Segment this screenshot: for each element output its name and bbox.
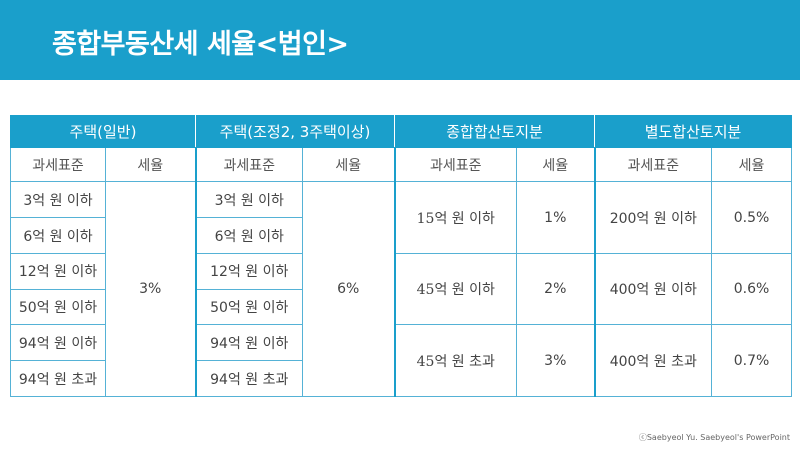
col-rate-header: 세율 (105, 147, 196, 183)
table-row: 6억 원 이하 6억 원 이하 (10, 217, 792, 254)
separate-land-rate: 0.6% (711, 252, 793, 326)
separate-land-rate: 0.5% (711, 181, 793, 254)
housing-adjusted-bracket: 12억 원 이하 (194, 252, 303, 290)
comprehensive-land-bracket: 15억 원 이하 (393, 181, 518, 254)
col-standard-header: 과세표준 (10, 147, 106, 183)
comprehensive-land-bracket: 45억 원 초과 (393, 324, 518, 397)
housing-general-bracket: 6억 원 이하 (10, 217, 106, 254)
comprehensive-land-rate: 2% (516, 252, 596, 326)
housing-general-bracket: 94억 원 초과 (10, 360, 106, 397)
col-rate-header: 세율 (516, 147, 596, 183)
comprehensive-land-bracket: 45억 원 이하 (393, 252, 518, 326)
housing-adjusted-bracket: 50억 원 이하 (194, 288, 303, 326)
housing-general-bracket: 94억 원 이하 (10, 324, 106, 362)
group-header-row: 주택(일반) 주택(조정2, 3주택이상) 종합합산토지분 별도합산토지분 (10, 114, 793, 149)
group-housing-general: 주택(일반) (10, 114, 196, 149)
page-title: 종합부동산세 세율<법인> (52, 29, 349, 60)
col-standard-header: 과세표준 (593, 147, 713, 183)
housing-general-bracket: 12억 원 이하 (10, 252, 106, 290)
housing-adjusted-bracket: 3억 원 이하 (194, 181, 303, 219)
table-row: 50억 원 이하 50억 원 이하 (10, 288, 792, 326)
separate-land-bracket: 400억 원 이하 (593, 252, 713, 326)
housing-adjusted-rate: 6% (301, 181, 396, 397)
housing-adjusted-bracket: 6억 원 이하 (194, 217, 303, 254)
col-rate-header: 세율 (711, 147, 793, 183)
col-standard-header: 과세표준 (393, 147, 518, 183)
tax-rate-table: 주택(일반) 주택(조정2, 3주택이상) 종합합산토지분 별도합산토지분 과세… (10, 114, 793, 397)
copyright-text: ⓒSaebyeol Yu. Saebyeol's PowerPoint (638, 433, 790, 442)
col-rate-header: 세율 (301, 147, 396, 183)
housing-general-bracket: 50억 원 이하 (10, 288, 106, 326)
group-housing-adjusted: 주택(조정2, 3주택이상) (194, 114, 396, 149)
title-bar: 종합부동산세 세율<법인> (0, 0, 800, 80)
housing-general-bracket: 3억 원 이하 (10, 181, 106, 219)
table-row: 94억 원 초과 94억 원 초과 (10, 360, 792, 397)
housing-adjusted-bracket: 94억 원 초과 (194, 360, 303, 397)
group-comprehensive-land: 종합합산토지분 (394, 114, 596, 149)
comprehensive-land-rate: 3% (516, 324, 596, 397)
group-separate-land: 별도합산토지분 (594, 114, 793, 149)
table-row: 3억 원 이하 3% 3억 원 이하 6% 15억 원 이하 1% 200억 원… (10, 181, 793, 397)
housing-adjusted-bracket: 94억 원 이하 (194, 324, 303, 362)
table-row: 12억 원 이하 12억 원 이하 45억 원 이하 2% 400억 원 이하 … (10, 252, 793, 326)
separate-land-rate: 0.7% (711, 324, 793, 397)
col-standard-header: 과세표준 (194, 147, 303, 183)
separate-land-bracket: 400억 원 초과 (593, 324, 713, 397)
housing-general-rate: 3% (105, 181, 196, 397)
separate-land-bracket: 200억 원 이하 (593, 181, 713, 254)
table-row: 94억 원 이하 94억 원 이하 45억 원 초과 3% 400억 원 초과 … (10, 324, 793, 397)
comprehensive-land-rate: 1% (516, 181, 596, 254)
sub-header-row: 과세표준 세율 과세표준 세율 과세표준 세율 과세표준 세율 (10, 147, 793, 183)
